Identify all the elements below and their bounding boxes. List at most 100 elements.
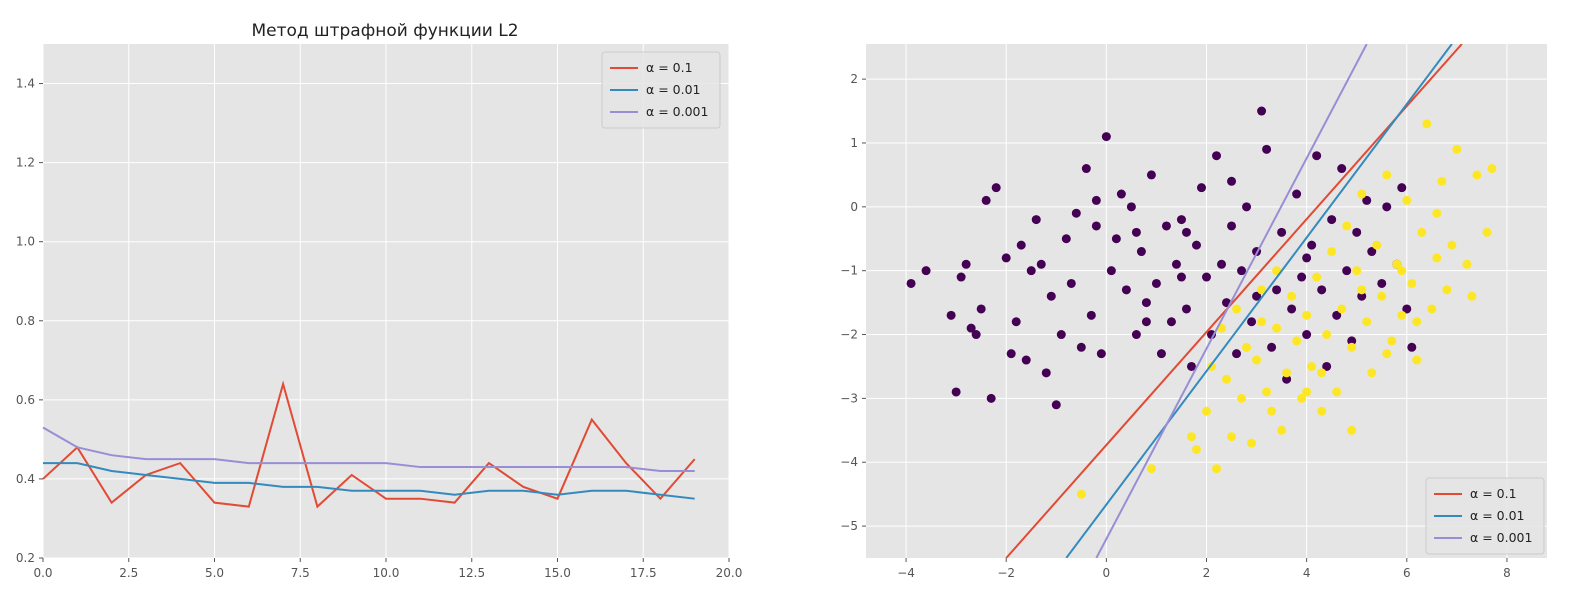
point-class-0 [1227,176,1237,186]
point-class-1 [1382,349,1392,359]
point-class-1 [1397,310,1407,320]
point-class-0 [1131,330,1141,340]
point-class-1 [1252,355,1262,365]
point-class-0 [1217,259,1227,269]
point-class-0 [1161,221,1171,231]
point-class-0 [1091,221,1101,231]
point-class-1 [1146,464,1156,474]
decision-chart-boundaries [1005,44,1463,558]
point-class-1 [1302,310,1312,320]
point-class-1 [1382,170,1392,180]
legend-label: α = 0.001 [646,104,708,119]
legend-label: α = 0.01 [1470,508,1525,523]
decision-chart-points [906,106,1497,499]
point-class-0 [1322,361,1332,371]
point-class-0 [1021,355,1031,365]
point-class-0 [976,304,986,314]
point-class-1 [1322,330,1332,340]
point-class-0 [1202,272,1211,282]
y-tick-label: −1 [840,264,858,278]
x-tick-label: 2 [1203,566,1211,580]
y-tick-label: −5 [840,519,858,533]
point-class-1 [1332,387,1342,397]
point-class-1 [1342,221,1352,231]
y-tick-label: 1.2 [16,156,35,170]
point-class-0 [1056,330,1066,340]
point-class-0 [1302,330,1312,340]
point-class-1 [1402,195,1412,205]
y-tick-label: 1 [850,136,858,150]
x-tick-label: 10.0 [373,566,400,580]
point-class-1 [1247,438,1257,448]
point-class-0 [1196,183,1206,193]
point-class-1 [1232,304,1242,314]
point-class-1 [1412,317,1422,327]
point-class-1 [1447,240,1457,250]
point-class-0 [1297,272,1307,282]
point-class-1 [1442,285,1452,295]
y-tick-label: −3 [840,391,858,405]
point-class-0 [1046,291,1056,301]
point-class-1 [1372,240,1382,250]
point-class-0 [1141,298,1151,308]
x-tick-label: 8 [1503,566,1511,580]
point-class-0 [1327,215,1337,225]
point-class-1 [1427,304,1437,314]
decision-chart-ticks: −4 −2 0 2 4 6 8 −5 −4 −3 −2 −1 0 1 2 [840,72,1510,580]
point-class-0 [1357,291,1367,301]
point-class-0 [1061,234,1071,244]
point-class-0 [1186,361,1196,371]
point-class-0 [1126,202,1136,212]
boundary-line [1065,44,1453,558]
point-class-1 [1487,164,1497,174]
point-class-0 [1176,272,1186,282]
point-class-0 [1031,215,1041,225]
point-class-0 [1252,291,1262,301]
point-class-1 [1482,227,1492,237]
point-class-1 [1267,406,1277,416]
point-class-1 [1462,259,1472,269]
point-class-1 [1367,368,1377,378]
loss-chart-ticks: 0.0 2.5 5.0 7.5 10.0 12.5 15.0 17.5 20.0 0.2 0.4 0.… [16,77,742,580]
point-class-1 [1257,285,1267,295]
x-tick-label: −2 [997,566,1015,580]
point-class-0 [1352,227,1362,237]
point-class-0 [1367,247,1377,257]
point-class-1 [1237,393,1247,403]
x-tick-label: 12.5 [458,566,485,580]
point-class-1 [1227,432,1237,442]
point-class-0 [1307,240,1317,250]
boundary-line [1095,44,1368,558]
point-class-0 [1181,227,1191,237]
point-class-0 [956,272,966,282]
point-class-0 [1272,285,1282,295]
point-class-0 [1091,195,1101,205]
y-tick-label: 0.2 [16,551,35,565]
point-class-1 [1292,336,1302,346]
point-class-0 [1011,317,1021,327]
series-line [42,380,696,509]
point-class-0 [1096,349,1106,359]
point-class-1 [1317,368,1327,378]
point-class-0 [1337,164,1347,174]
point-class-0 [1257,106,1267,116]
point-class-1 [1191,444,1201,454]
point-class-1 [1272,323,1282,333]
point-class-0 [1342,266,1352,276]
point-class-1 [1337,304,1347,314]
point-class-0 [1302,253,1312,263]
x-tick-label: −4 [897,566,915,580]
point-class-1 [1186,432,1196,442]
x-tick-label: 20.0 [716,566,743,580]
loss-chart-legend: α = 0.1 α = 0.01 α = 0.001 [601,51,721,129]
point-class-0 [1141,317,1151,327]
y-tick-label: 1.0 [16,235,35,249]
point-class-0 [991,183,1001,193]
legend-box [1425,477,1545,555]
legend-label: α = 0.1 [646,60,693,75]
y-tick-label: 0.4 [16,472,35,486]
point-class-0 [1121,285,1131,295]
point-class-1 [1392,259,1402,269]
point-class-0 [1071,208,1081,218]
